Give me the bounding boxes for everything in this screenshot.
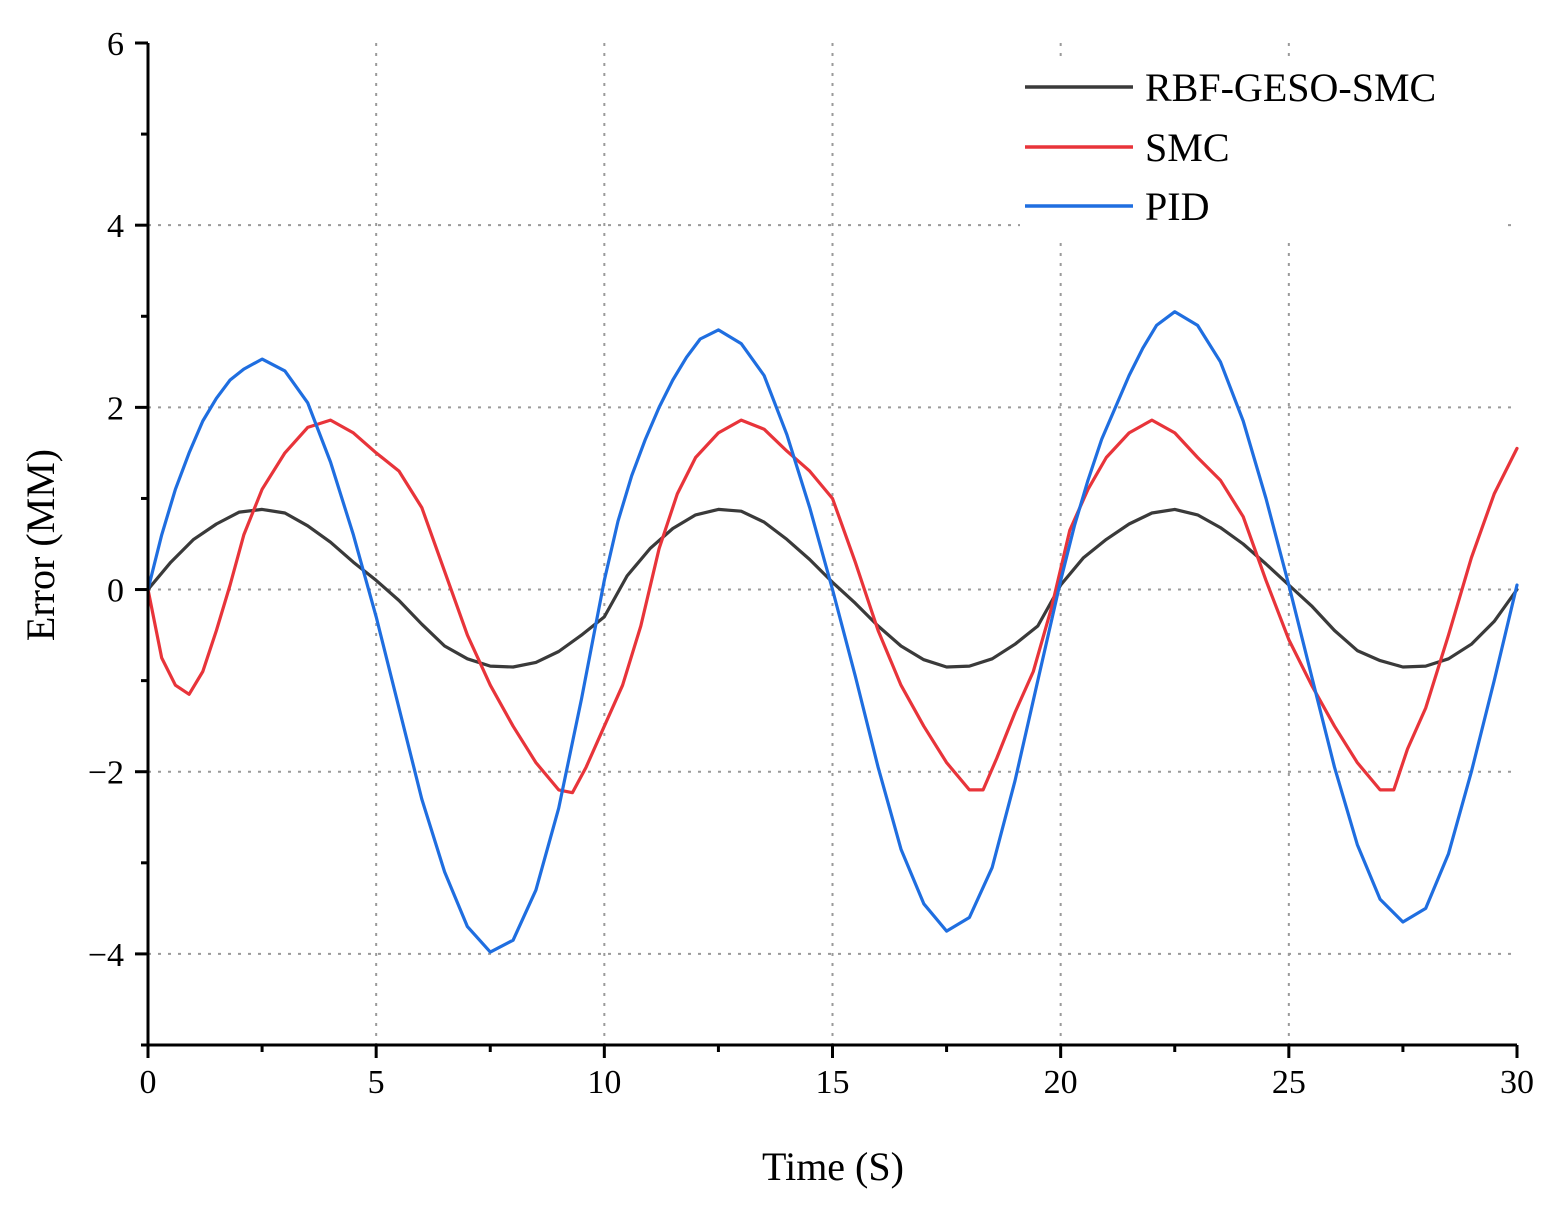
x-tick-label: 5 <box>368 1064 385 1101</box>
legend-label-rbf-geso-smc: RBF-GESO-SMC <box>1145 65 1436 110</box>
legend: RBF-GESO-SMC SMC PID <box>1020 60 1508 240</box>
legend-background <box>1020 60 1508 240</box>
x-tick-label: 0 <box>140 1064 157 1101</box>
y-axis-title: Error (MM) <box>18 449 63 641</box>
x-tick-label: 15 <box>816 1064 850 1101</box>
x-tick-label: 25 <box>1272 1064 1306 1101</box>
y-tick-label: 4 <box>107 208 124 245</box>
y-tick-label: 0 <box>107 573 124 610</box>
x-axis-title: Time (S) <box>762 1144 904 1189</box>
y-tick-label: −2 <box>88 755 124 792</box>
y-tick-label: 2 <box>107 390 124 427</box>
x-tick-label: 30 <box>1500 1064 1534 1101</box>
x-tick-label: 10 <box>587 1064 621 1101</box>
legend-label-pid: PID <box>1145 184 1209 229</box>
series-line-smc <box>146 418 1519 795</box>
series-lines <box>146 310 1519 954</box>
x-tick-label: 20 <box>1044 1064 1078 1101</box>
series-line-pid <box>146 310 1519 954</box>
ticks: 0 5 10 15 20 25 30 −4 −2 0 2 4 6 <box>88 26 1534 1101</box>
legend-label-smc: SMC <box>1145 125 1230 170</box>
y-tick-label: −4 <box>88 937 124 974</box>
y-tick-label: 6 <box>107 26 124 63</box>
